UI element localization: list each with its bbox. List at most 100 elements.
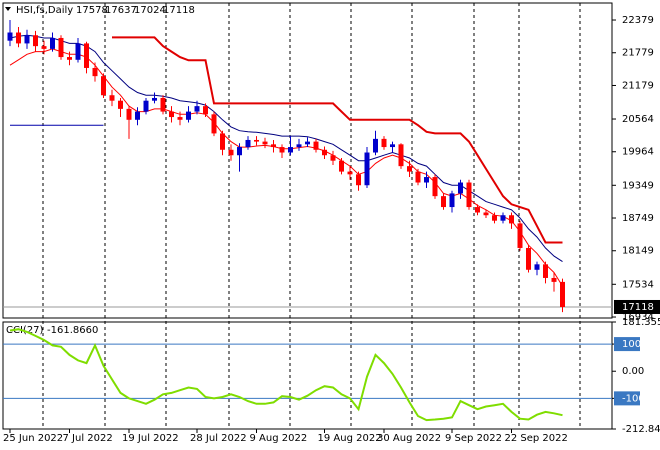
indicator-line xyxy=(112,36,563,244)
y-tick-label: 18149 xyxy=(622,246,654,257)
candle-body xyxy=(186,111,191,120)
y-tick-label: 21179 xyxy=(622,80,654,91)
level-box xyxy=(614,337,640,352)
candle-body xyxy=(415,171,421,183)
separators xyxy=(42,3,581,429)
candle-body xyxy=(364,152,370,186)
x-tick-label: 9 Sep 2022 xyxy=(445,433,502,444)
y-tick-label: 22379 xyxy=(622,15,654,26)
candle-body xyxy=(41,46,47,49)
candle-body xyxy=(526,247,531,270)
candle-body xyxy=(356,174,361,186)
x-tick-label: 30 Aug 2022 xyxy=(377,433,441,444)
x-tick-label: 28 Jul 2022 xyxy=(190,433,247,444)
candle-body xyxy=(194,106,200,112)
candle-body xyxy=(492,215,497,221)
y-tick-label: 21779 xyxy=(622,48,654,59)
candle-body xyxy=(483,212,489,216)
candle-body xyxy=(449,193,455,208)
last-price-label: 17118 xyxy=(622,302,654,313)
candle-body xyxy=(322,149,327,156)
y-tick-label: 19964 xyxy=(622,147,654,158)
x-tick-label: 9 Aug 2022 xyxy=(250,433,308,444)
candle-body xyxy=(220,133,225,150)
candle-body xyxy=(84,43,89,68)
candle-body xyxy=(58,37,64,58)
candle-body xyxy=(339,160,344,172)
indicator-value: -161.8660 xyxy=(47,325,98,336)
ohlc-low: 17024 xyxy=(134,5,166,16)
candle-body xyxy=(296,144,302,148)
candle-body xyxy=(305,141,310,145)
candle-body xyxy=(560,281,565,307)
y-tick-label: -100 xyxy=(622,393,645,404)
candle-body xyxy=(534,264,540,270)
candle-body xyxy=(169,111,174,118)
y-tick-label: 100 xyxy=(622,339,641,350)
y-tick-label: 0.00 xyxy=(622,366,644,377)
candle-body xyxy=(288,147,293,153)
last-price-box xyxy=(614,299,660,314)
candle-body xyxy=(373,138,378,153)
candle-body xyxy=(24,35,30,44)
x-tick-label: 7 Jul 2022 xyxy=(63,433,113,444)
price-panel xyxy=(2,2,613,319)
candle-body xyxy=(466,182,472,208)
candle-body xyxy=(458,182,463,194)
candle-body xyxy=(398,144,404,167)
candle-body xyxy=(109,95,115,101)
candle-body xyxy=(543,264,548,278)
candle-body xyxy=(432,177,438,197)
candle-body xyxy=(475,207,480,213)
candle-body xyxy=(500,215,506,221)
y-tick-label: -212.8454 xyxy=(622,424,660,435)
candle-body xyxy=(551,277,557,282)
candle-body xyxy=(152,97,157,101)
candle-body xyxy=(390,144,395,148)
candle-body xyxy=(211,114,217,134)
candle-body xyxy=(160,97,166,112)
candle-body xyxy=(262,141,268,145)
candle-body xyxy=(75,43,81,60)
candle-body xyxy=(16,32,21,44)
candle-body xyxy=(33,35,38,47)
candle-body xyxy=(347,171,353,175)
y-tick-label: 18749 xyxy=(622,213,654,224)
y-tick-label: 17534 xyxy=(622,279,654,290)
y-tick-label: 19349 xyxy=(622,180,654,191)
cci-line xyxy=(9,328,563,422)
candle-body xyxy=(203,106,208,115)
y-tick-label: 20564 xyxy=(622,114,654,125)
y-tick-label: 16934 xyxy=(622,312,654,323)
candle-body xyxy=(118,100,123,109)
x-tick-label: 22 Sep 2022 xyxy=(505,433,568,444)
candle-body xyxy=(271,144,276,148)
x-tick-label: 19 Aug 2022 xyxy=(318,433,382,444)
candle-body xyxy=(279,147,285,153)
candle-body xyxy=(313,141,319,150)
candle-body xyxy=(177,117,183,120)
ohlc-high: 17637 xyxy=(105,5,137,16)
candle-body xyxy=(7,32,13,41)
candle-body xyxy=(126,108,132,120)
ohlc-close: 17118 xyxy=(163,5,195,16)
symbol: HSI,fs,Daily xyxy=(16,5,73,16)
indicator-panel xyxy=(2,321,613,430)
candle-body xyxy=(407,166,412,172)
candle-body xyxy=(517,223,523,248)
candle-body xyxy=(237,147,242,156)
candle-body xyxy=(143,100,149,112)
candle-body xyxy=(245,139,251,148)
menu-arrow[interactable] xyxy=(5,7,11,11)
candle-body xyxy=(50,37,55,49)
candle-body xyxy=(101,76,106,96)
candle-body xyxy=(92,67,98,77)
x-tick-label: 19 Jul 2022 xyxy=(122,433,179,444)
candle-body xyxy=(228,149,234,156)
x-tick-label: 25 Jun 2022 xyxy=(3,433,63,444)
indicator-line xyxy=(9,48,563,287)
level-box xyxy=(614,391,640,406)
candle-body xyxy=(509,215,514,224)
candle-body xyxy=(135,111,140,120)
